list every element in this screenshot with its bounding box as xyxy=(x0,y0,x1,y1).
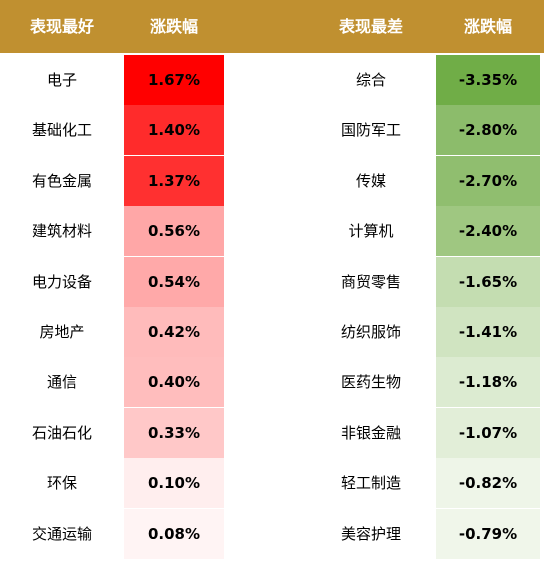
worst-change-cell: -2.40% xyxy=(436,206,540,257)
worst-change-cell: -3.35% xyxy=(436,55,540,105)
worst-change-cell: -0.82% xyxy=(436,458,540,509)
best-sector-label: 环保 xyxy=(46,474,77,493)
best-sector-label: 石油石化 xyxy=(31,423,92,442)
worst-sector-label: 综合 xyxy=(355,71,386,89)
worst-change-column-header: 涨跌幅 xyxy=(463,17,512,36)
best-sector-label: 基础化工 xyxy=(31,121,92,140)
best-sector-label: 有色金属 xyxy=(31,171,92,190)
best-change-cell: 0.42% xyxy=(124,307,224,357)
worst-change-cell: -0.79% xyxy=(436,508,540,559)
worst-sector-label: 医药生物 xyxy=(340,373,401,392)
best-change-cell: 0.54% xyxy=(124,256,224,307)
worst-sector-label: 美容护理 xyxy=(340,524,401,543)
best-sector-label: 房地产 xyxy=(39,323,85,341)
best-change-cell: 1.67% xyxy=(124,55,224,105)
best-change-cell: 0.33% xyxy=(124,407,224,458)
worst-sector-label: 商贸零售 xyxy=(340,272,401,291)
best-sector-label: 通信 xyxy=(46,373,77,392)
best-change-cell: 0.10% xyxy=(124,458,224,509)
worst-change-cell: -1.07% xyxy=(436,407,540,458)
worst-sector-label: 非银金融 xyxy=(340,423,401,442)
best-sector-label: 电力设备 xyxy=(31,272,92,291)
best-sector-label: 交通运输 xyxy=(31,524,92,543)
worst-sector-label: 计算机 xyxy=(348,222,394,241)
worst-sector-label: 国防军工 xyxy=(340,121,401,140)
worst-sector-label: 轻工制造 xyxy=(340,474,401,493)
worst-sector-label: 传媒 xyxy=(355,171,386,190)
worst-sector-label: 纺织服饰 xyxy=(340,323,401,341)
best-change-cell: 0.08% xyxy=(124,508,224,559)
worst-change-cell: -1.18% xyxy=(436,357,540,408)
best-sector-label: 建筑材料 xyxy=(31,222,92,241)
worst-column-header: 表现最差 xyxy=(338,17,403,36)
best-change-cell: 1.37% xyxy=(124,155,224,206)
best-change-cell: 0.40% xyxy=(124,357,224,408)
worst-change-cell: -1.65% xyxy=(436,256,540,307)
best-change-cell: 1.40% xyxy=(124,105,224,156)
best-change-column-header: 涨跌幅 xyxy=(149,17,198,36)
best-sector-label: 电子 xyxy=(46,71,77,89)
table-header: 表现最好 涨跌幅 表现最差 涨跌幅 xyxy=(0,0,544,53)
worst-change-cell: -2.70% xyxy=(436,155,540,206)
worst-change-cell: -2.80% xyxy=(436,105,540,156)
best-column-header: 表现最好 xyxy=(29,17,94,36)
best-change-cell: 0.56% xyxy=(124,206,224,257)
worst-change-cell: -1.41% xyxy=(436,307,540,357)
